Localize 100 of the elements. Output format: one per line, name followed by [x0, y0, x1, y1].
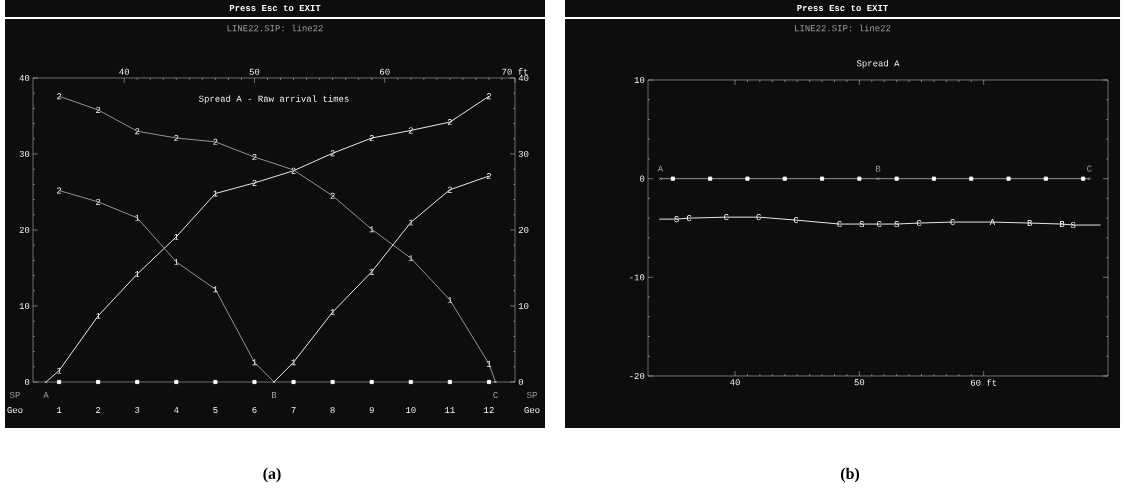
x-tick-label: 50 — [854, 379, 865, 386]
annotation: Spread A - Raw arrival times — [199, 95, 349, 104]
annotation: 2 — [96, 198, 101, 205]
annotation: C — [793, 217, 799, 224]
annotation: 2 — [369, 135, 374, 142]
annotation: 1 — [369, 226, 374, 233]
annotation: 2 — [330, 192, 335, 199]
text: 11 — [445, 407, 455, 413]
y2-tick-label: 10 — [518, 302, 529, 310]
annotation: 1 — [213, 190, 218, 197]
y2-tick-label: 20 — [518, 226, 529, 234]
annotation: 1 — [408, 255, 414, 262]
text: 10 — [406, 406, 416, 414]
x-tick-label: 60 — [380, 68, 390, 75]
x-tick-label: 40 — [119, 68, 130, 75]
annotation: 2 — [447, 186, 452, 193]
annotation: 1 — [408, 219, 414, 226]
annotation: 1 — [57, 367, 62, 374]
text: SP — [526, 391, 537, 399]
annotation: 1 — [447, 296, 453, 303]
text: Spread A — [856, 59, 900, 69]
annotation: 1 — [369, 268, 374, 275]
annotation: B — [1060, 221, 1065, 227]
text: 12 — [484, 407, 494, 413]
text: 6 — [252, 406, 257, 414]
y-tick-label: 10 — [19, 302, 30, 310]
annotation: 2 — [408, 127, 413, 134]
annotation: 2 — [56, 187, 62, 194]
annotation: 1 — [291, 359, 296, 366]
y-tick-label: 0 — [24, 378, 30, 386]
annotation: S — [1070, 221, 1076, 229]
text: A — [43, 392, 49, 398]
annotation: 2 — [135, 128, 140, 135]
y-tick-label: -20 — [630, 372, 645, 380]
text: 5 — [213, 407, 218, 413]
annotation: 2 — [447, 119, 452, 126]
text: Geo — [7, 406, 23, 414]
annotation: A — [989, 219, 996, 226]
text: Geo — [524, 406, 540, 414]
annotation: C — [724, 214, 729, 221]
y-tick-label: -10 — [630, 274, 645, 281]
annotation: 2 — [486, 93, 492, 100]
annotation: C — [837, 221, 842, 228]
y2-tick-label: 0 — [518, 378, 524, 386]
annotation: C — [1087, 165, 1092, 172]
text: 7 — [291, 407, 296, 413]
annotation: S — [859, 221, 865, 228]
chart-subtitle: LINE22.SIP: line22 — [227, 24, 323, 32]
text: (a) — [263, 467, 281, 483]
annotation: C — [756, 214, 761, 221]
text: 1 — [57, 407, 62, 413]
x-tick-label: 60 ft — [970, 379, 997, 386]
y-tick-label: 30 — [19, 150, 30, 158]
annotation: 2 — [486, 173, 492, 180]
chart-title: Press Esc to EXIT — [229, 4, 321, 12]
y-tick-label: 40 — [19, 74, 30, 82]
annotation: 2 — [96, 106, 101, 113]
annotation: 1 — [486, 360, 492, 367]
x-tick-label: 50 — [249, 68, 260, 75]
annotation: 1 — [96, 312, 101, 319]
y-tick-label: 0 — [639, 175, 645, 182]
annotation: 1 — [135, 271, 140, 278]
chart-title: Press Esc to EXIT — [797, 4, 888, 12]
y2-tick-label: 30 — [518, 150, 529, 158]
annotation: C — [877, 221, 882, 228]
text: 3 — [135, 406, 140, 414]
annotation: 2 — [252, 154, 257, 161]
annotation: 1 — [252, 359, 257, 366]
annotation: 2 — [252, 179, 257, 186]
annotation: C — [916, 220, 922, 227]
annotation: 2 — [291, 167, 296, 174]
annotation: S — [674, 216, 679, 223]
text: B — [272, 392, 277, 398]
text: 4 — [174, 407, 179, 413]
annotation: 2 — [213, 138, 218, 145]
annotation: S — [894, 221, 899, 228]
text: C — [493, 391, 498, 399]
annotation: 1 — [174, 258, 179, 265]
annotation: C — [686, 215, 692, 222]
x-tick-label: 70 ft — [502, 68, 528, 75]
annotation: 1 — [330, 309, 335, 316]
annotation: 2 — [56, 93, 62, 100]
y-tick-label: 20 — [19, 226, 30, 234]
annotation: 1 — [174, 233, 179, 240]
chart-subtitle: LINE22.SIP: line22 — [795, 24, 891, 32]
text: 9 — [369, 406, 374, 414]
annotation: 2 — [330, 150, 335, 157]
annotation: B — [876, 165, 881, 172]
text: 8 — [330, 406, 335, 414]
annotation: 2 — [174, 135, 179, 142]
annotation: 1 — [213, 286, 218, 293]
y2-tick-label: 40 — [518, 74, 529, 82]
y-tick-label: 10 — [634, 76, 645, 84]
text: SP — [9, 391, 20, 399]
text: (b) — [840, 467, 860, 483]
x-tick-label: 40 — [730, 379, 740, 386]
annotation: B — [1027, 220, 1033, 227]
annotation: C — [950, 219, 955, 226]
annotation: 1 — [135, 214, 140, 221]
annotation: A — [657, 165, 664, 172]
